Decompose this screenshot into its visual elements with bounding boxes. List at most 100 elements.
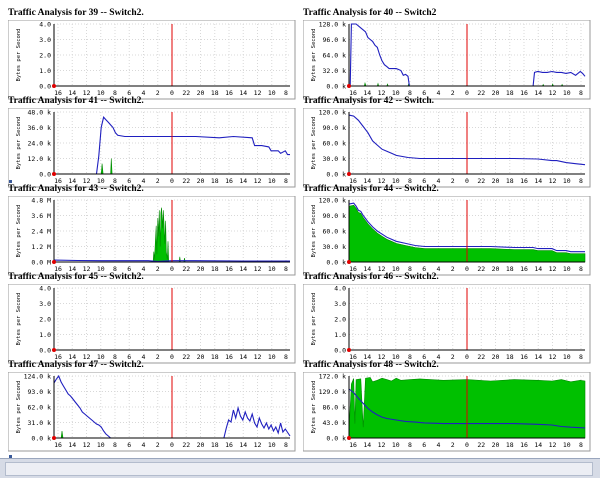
y-tick-label: 2.0 xyxy=(39,316,51,324)
x-tick-label: 20 xyxy=(197,89,205,97)
x-tick-label: 6 xyxy=(422,353,426,361)
x-tick-label: 10 xyxy=(563,177,571,185)
x-tick-label: 4 xyxy=(437,89,441,97)
x-tick-label: 16 xyxy=(225,265,233,273)
x-tick-label: 12 xyxy=(549,353,557,361)
outbound-line xyxy=(348,114,586,166)
y-tick-label: 3.0 xyxy=(334,300,346,308)
y-tick-label: 0.0 M xyxy=(31,259,51,267)
x-tick-label: 8 xyxy=(579,89,583,97)
y-tick-label: 3.0 xyxy=(39,36,51,44)
x-tick-label: 16 xyxy=(54,177,62,185)
y-tick-label: 1.0 xyxy=(334,331,346,339)
x-tick-label: 16 xyxy=(225,89,233,97)
x-tick-label: 8 xyxy=(113,441,117,449)
x-tick-label: 22 xyxy=(477,89,485,97)
x-tick-label: 6 xyxy=(422,265,426,273)
x-tick-label: 2 xyxy=(451,265,455,273)
y-tick-label: 3.6 M xyxy=(31,212,51,220)
x-tick-label: 22 xyxy=(477,441,485,449)
chart-svg: 0.0 k 31.0 k 62.0 k 93.0 k 124.0 k 16 14 12 10 8 6… xyxy=(8,372,296,452)
traffic-chart-panel: Traffic Analysis for 43 -- Switch2. 0.0 M… xyxy=(8,184,297,276)
x-tick-label: 16 xyxy=(520,353,528,361)
y-tick-label: 2.4 M xyxy=(31,228,51,236)
x-tick-label: 10 xyxy=(268,177,276,185)
chart-svg: 0.012.0 k24.0 k36.0 k48.0 k16 14 12 10 8 6 4 2 0… xyxy=(8,108,296,188)
y-tick-label: 93.0 k xyxy=(28,388,52,396)
y-tick-label: 0.0 xyxy=(39,347,51,355)
x-tick-label: 2 xyxy=(451,441,455,449)
x-tick-label: 14 xyxy=(68,265,76,273)
x-tick-label: 18 xyxy=(211,89,219,97)
x-tick-label: 10 xyxy=(392,441,400,449)
x-tick-label: 22 xyxy=(477,177,485,185)
x-tick-label: 12 xyxy=(254,353,262,361)
outbound-line xyxy=(53,259,290,262)
x-tick-label: 20 xyxy=(197,177,205,185)
x-tick-label: 22 xyxy=(182,441,190,449)
x-tick-label: 16 xyxy=(520,441,528,449)
chart-svg: 0.0 k 43.0 k 86.0 k 129.0 k 172.0 k 16 14 12 10 8… xyxy=(303,372,591,452)
y-axis-title: Bytes per Second xyxy=(16,29,22,82)
x-tick-label: 6 xyxy=(127,177,131,185)
chart-svg: 0.01.02.03.04.016 14 12 10 8 6 4 2 0 22 20 18 16 14 12… xyxy=(8,284,296,364)
x-tick-label: 12 xyxy=(254,89,262,97)
y-tick-label: 0.0 xyxy=(334,347,346,355)
x-tick-label: 16 xyxy=(225,177,233,185)
y-tick-label: 4.0 xyxy=(39,21,51,29)
y-axis-title: Bytes per Second xyxy=(311,29,317,82)
x-tick-label: 8 xyxy=(284,265,288,273)
x-tick-label: 22 xyxy=(182,177,190,185)
x-tick-label: 10 xyxy=(392,89,400,97)
x-tick-label: 10 xyxy=(563,441,571,449)
y-tick-label: 30.0 k xyxy=(323,155,347,163)
chart-title: Traffic Analysis for 44 -- Switch2. xyxy=(303,184,439,194)
chart-svg: 0.01.02.03.04.016 14 12 10 8 6 4 2 0 22 20 18 16 14 12… xyxy=(8,20,296,100)
y-axis-title: Bytes per Second xyxy=(311,381,317,434)
y-tick-label: 96.0 k xyxy=(323,36,347,44)
chart-canvas xyxy=(8,284,296,364)
chart-svg: 0.0 M1.2 M2.4 M3.6 M4.8 M16 14 12 10 8 6 4 2 0 22… xyxy=(8,196,296,276)
y-tick-label: 2.0 xyxy=(334,316,346,324)
x-tick-label: 12 xyxy=(83,441,91,449)
x-tick-label: 18 xyxy=(506,89,514,97)
y-tick-label: 3.0 xyxy=(39,300,51,308)
y-tick-label: 0.0 k xyxy=(326,435,346,443)
x-tick-label: 16 xyxy=(520,265,528,273)
axis-origin-marker xyxy=(347,172,351,176)
x-tick-label: 18 xyxy=(506,265,514,273)
chart-svg: 0.0 k 30.0 k 60.0 k 90.0 k 120.0 k 16 14 12 10 8 6… xyxy=(303,108,591,188)
x-tick-label: 8 xyxy=(408,265,412,273)
x-tick-label: 8 xyxy=(284,441,288,449)
x-tick-label: 4 xyxy=(437,353,441,361)
y-tick-label: 4.8 M xyxy=(31,197,51,205)
axis-origin-marker xyxy=(52,436,56,440)
x-tick-label: 14 xyxy=(363,177,371,185)
x-tick-label: 4 xyxy=(437,265,441,273)
x-tick-label: 6 xyxy=(127,89,131,97)
x-tick-label: 22 xyxy=(182,89,190,97)
x-tick-label: 12 xyxy=(378,265,386,273)
x-tick-label: 16 xyxy=(520,177,528,185)
x-tick-label: 4 xyxy=(437,177,441,185)
x-tick-label: 0 xyxy=(465,265,469,273)
x-tick-label: 8 xyxy=(579,353,583,361)
y-tick-label: 0.0 xyxy=(39,83,51,91)
y-tick-label: 172.0 k xyxy=(319,373,346,381)
horizontal-scrollbar[interactable] xyxy=(5,462,593,476)
x-tick-label: 12 xyxy=(254,177,262,185)
x-tick-label: 0 xyxy=(170,177,174,185)
x-tick-label: 12 xyxy=(549,177,557,185)
x-tick-label: 0 xyxy=(170,265,174,273)
x-tick-label: 8 xyxy=(284,89,288,97)
axis-origin-marker xyxy=(52,84,56,88)
axis-origin-marker xyxy=(52,172,56,176)
y-tick-label: 36.0 k xyxy=(28,124,52,132)
x-tick-label: 0 xyxy=(465,441,469,449)
x-tick-label: 14 xyxy=(68,89,76,97)
x-tick-label: 22 xyxy=(477,353,485,361)
x-tick-label: 8 xyxy=(113,265,117,273)
x-tick-label: 6 xyxy=(422,441,426,449)
x-tick-label: 16 xyxy=(349,265,357,273)
y-tick-label: 0.0 k xyxy=(326,83,346,91)
